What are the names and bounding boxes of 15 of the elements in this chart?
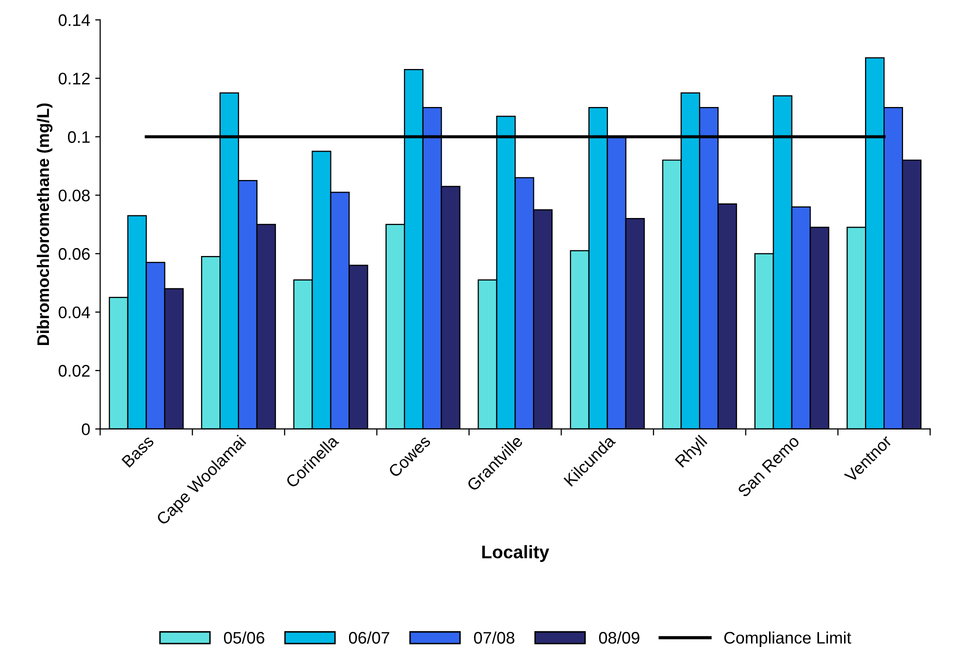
y-tick-label: 0.06: [58, 248, 90, 260]
y-axis-title: Dibromochloromethane (mg/L): [36, 103, 52, 346]
x-axis-title: Locality: [482, 545, 550, 562]
y-tick-label: 0: [82, 423, 90, 436]
y-tick-label: 0.08: [58, 190, 90, 202]
legend-label: 06/07: [348, 631, 390, 644]
legend-label: 07/08: [474, 631, 514, 644]
y-tick-label: 0.12: [58, 72, 90, 85]
y-tick-label: 0.1: [68, 131, 90, 143]
legend-label: 08/09: [599, 631, 640, 644]
y-tick-label: 0.04: [58, 306, 90, 318]
y-tick-label: 0.02: [58, 364, 90, 377]
y-tick-label: 0.14: [58, 14, 90, 26]
legend-label: 05/06: [224, 631, 264, 644]
legend-label: Compliance Limit: [724, 631, 852, 647]
